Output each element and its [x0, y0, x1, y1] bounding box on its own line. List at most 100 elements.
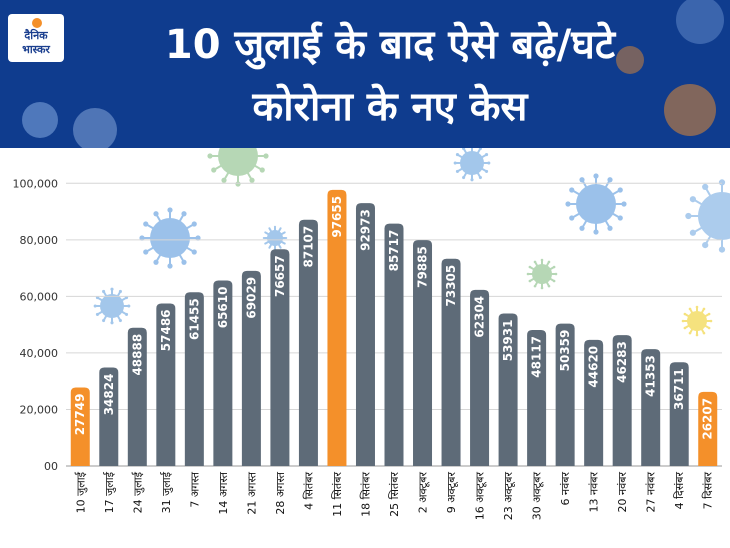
logo-sun-icon — [32, 18, 42, 28]
bar: 61455 — [184, 292, 204, 466]
x-tick-label: 4 सितंबर — [302, 472, 315, 510]
bar: 50359 — [555, 323, 575, 466]
bar-value-label: 57486 — [159, 309, 173, 351]
bar-rect — [584, 339, 604, 466]
bar-value-label: 61455 — [187, 298, 201, 340]
virus-icon — [681, 305, 713, 337]
bar-value-label: 50359 — [558, 330, 572, 372]
bar-rect — [99, 367, 119, 466]
x-tick-label: 10 जुलाई — [74, 471, 87, 513]
header-banner: दैनिक भास्कर 10 जुलाई के बाद ऐसे बढ़े/घट… — [0, 0, 730, 148]
virus-icon — [685, 179, 730, 253]
x-tick-label: 13 नवंबर — [588, 472, 601, 513]
logo-text-line1: दैनिक — [24, 29, 48, 42]
bar-rect — [698, 391, 718, 466]
x-tick-label: 31 जुलाई — [160, 471, 173, 513]
bar: 53931 — [498, 313, 518, 466]
x-tick-label: 24 जुलाई — [131, 471, 144, 513]
x-tick-label: 30 अक्टूबर — [531, 472, 545, 521]
bar-value-label: 76657 — [273, 255, 287, 297]
x-tick-label: 21 अगस्त — [245, 471, 258, 514]
bar: 97655 — [327, 189, 347, 466]
bar: 76657 — [270, 249, 290, 466]
x-tick-label: 18 सितंबर — [359, 472, 372, 517]
bar-value-label: 46283 — [615, 341, 629, 383]
x-tick-label: 27 नवंबर — [645, 472, 658, 513]
bar-rect — [527, 329, 547, 466]
bars: 27749 34824 48888 57486 61455 65610 69029 76657… — [70, 189, 718, 467]
bar: 85717 — [384, 223, 404, 466]
virus-icon — [207, 148, 269, 187]
bar-rect — [641, 349, 661, 466]
bar: 69029 — [241, 270, 261, 466]
bar: 41353 — [641, 349, 661, 466]
virus-icon — [565, 173, 627, 235]
virus-icon — [664, 84, 716, 136]
bar-rect — [384, 223, 404, 466]
bar: 34824 — [99, 367, 119, 466]
bar-value-label: 41353 — [644, 355, 658, 397]
logo-text-line2: भास्कर — [22, 43, 50, 56]
bar-rect — [70, 387, 90, 466]
y-tick-label: 60,000 — [20, 290, 59, 303]
bar-value-label: 87107 — [301, 226, 315, 268]
bar-value-label: 34824 — [102, 374, 116, 416]
y-tick-label: 80,000 — [20, 234, 59, 247]
bar-rect — [470, 289, 490, 466]
header-decoration — [22, 0, 724, 148]
virus-icon — [93, 287, 131, 325]
bar: 48117 — [527, 329, 547, 466]
bar-chart: 00 20,000 40,000 60,000 80,000 100,000 27749 3… — [13, 148, 730, 520]
bar-rect — [498, 313, 518, 466]
bar-value-label: 48888 — [130, 334, 144, 376]
bar-value-label: 36711 — [672, 368, 686, 410]
virus-icon — [676, 0, 724, 44]
bar-rect — [298, 219, 318, 466]
bar-rect — [355, 203, 375, 467]
bar: 87107 — [298, 219, 318, 466]
virus-icon — [22, 102, 58, 138]
bar-rect — [327, 189, 347, 466]
bar-value-label: 92973 — [358, 209, 372, 251]
bar-value-label: 53931 — [501, 320, 515, 362]
bar-value-label: 62304 — [473, 296, 487, 338]
virus-icon — [73, 108, 117, 148]
y-tick-label: 100,000 — [13, 177, 59, 190]
x-tick-label: 6 नवंबर — [559, 472, 572, 506]
bar: 26207 — [698, 391, 718, 466]
bar-value-label: 73305 — [444, 265, 458, 307]
bar-rect — [270, 249, 290, 466]
x-tick-label: 2 अक्टूबर — [417, 471, 431, 513]
bar: 57486 — [156, 303, 176, 466]
bar-rect — [184, 292, 204, 466]
logo: दैनिक भास्कर — [8, 14, 64, 62]
title-line2: कोरोना के नए केस — [252, 84, 528, 130]
x-tick-label: 28 अगस्त — [274, 471, 287, 514]
x-axis: 10 जुलाई 17 जुलाई 24 जुलाई 31 जुलाई 7 अगस्त 1… — [74, 471, 714, 520]
virus-icon — [526, 258, 558, 290]
x-tick-label: 7 दिसंबर — [702, 472, 715, 510]
y-tick-label: 00 — [44, 460, 58, 473]
bar: 48888 — [127, 327, 147, 466]
x-tick-label: 23 अक्टूबर — [502, 472, 516, 521]
bar-value-label: 97655 — [330, 196, 344, 238]
virus-icon — [139, 207, 201, 269]
bar-rect — [213, 280, 233, 466]
bar-rect — [127, 327, 147, 466]
bar: 46283 — [612, 335, 632, 466]
y-tick-label: 40,000 — [20, 347, 59, 360]
bar-value-label: 85717 — [387, 230, 401, 272]
virus-icon — [262, 225, 288, 251]
bar-rect — [669, 362, 689, 466]
bar: 92973 — [355, 203, 375, 467]
bar-value-label: 44620 — [587, 346, 601, 388]
bar: 62304 — [470, 289, 490, 466]
bar: 79885 — [413, 240, 433, 466]
y-tick-label: 20,000 — [20, 403, 59, 416]
x-tick-label: 7 अगस्त — [188, 471, 201, 507]
chart-decoration — [93, 148, 730, 337]
bar-value-label: 48117 — [530, 336, 544, 378]
bar: 73305 — [441, 258, 461, 466]
bar-value-label: 69029 — [244, 277, 258, 319]
